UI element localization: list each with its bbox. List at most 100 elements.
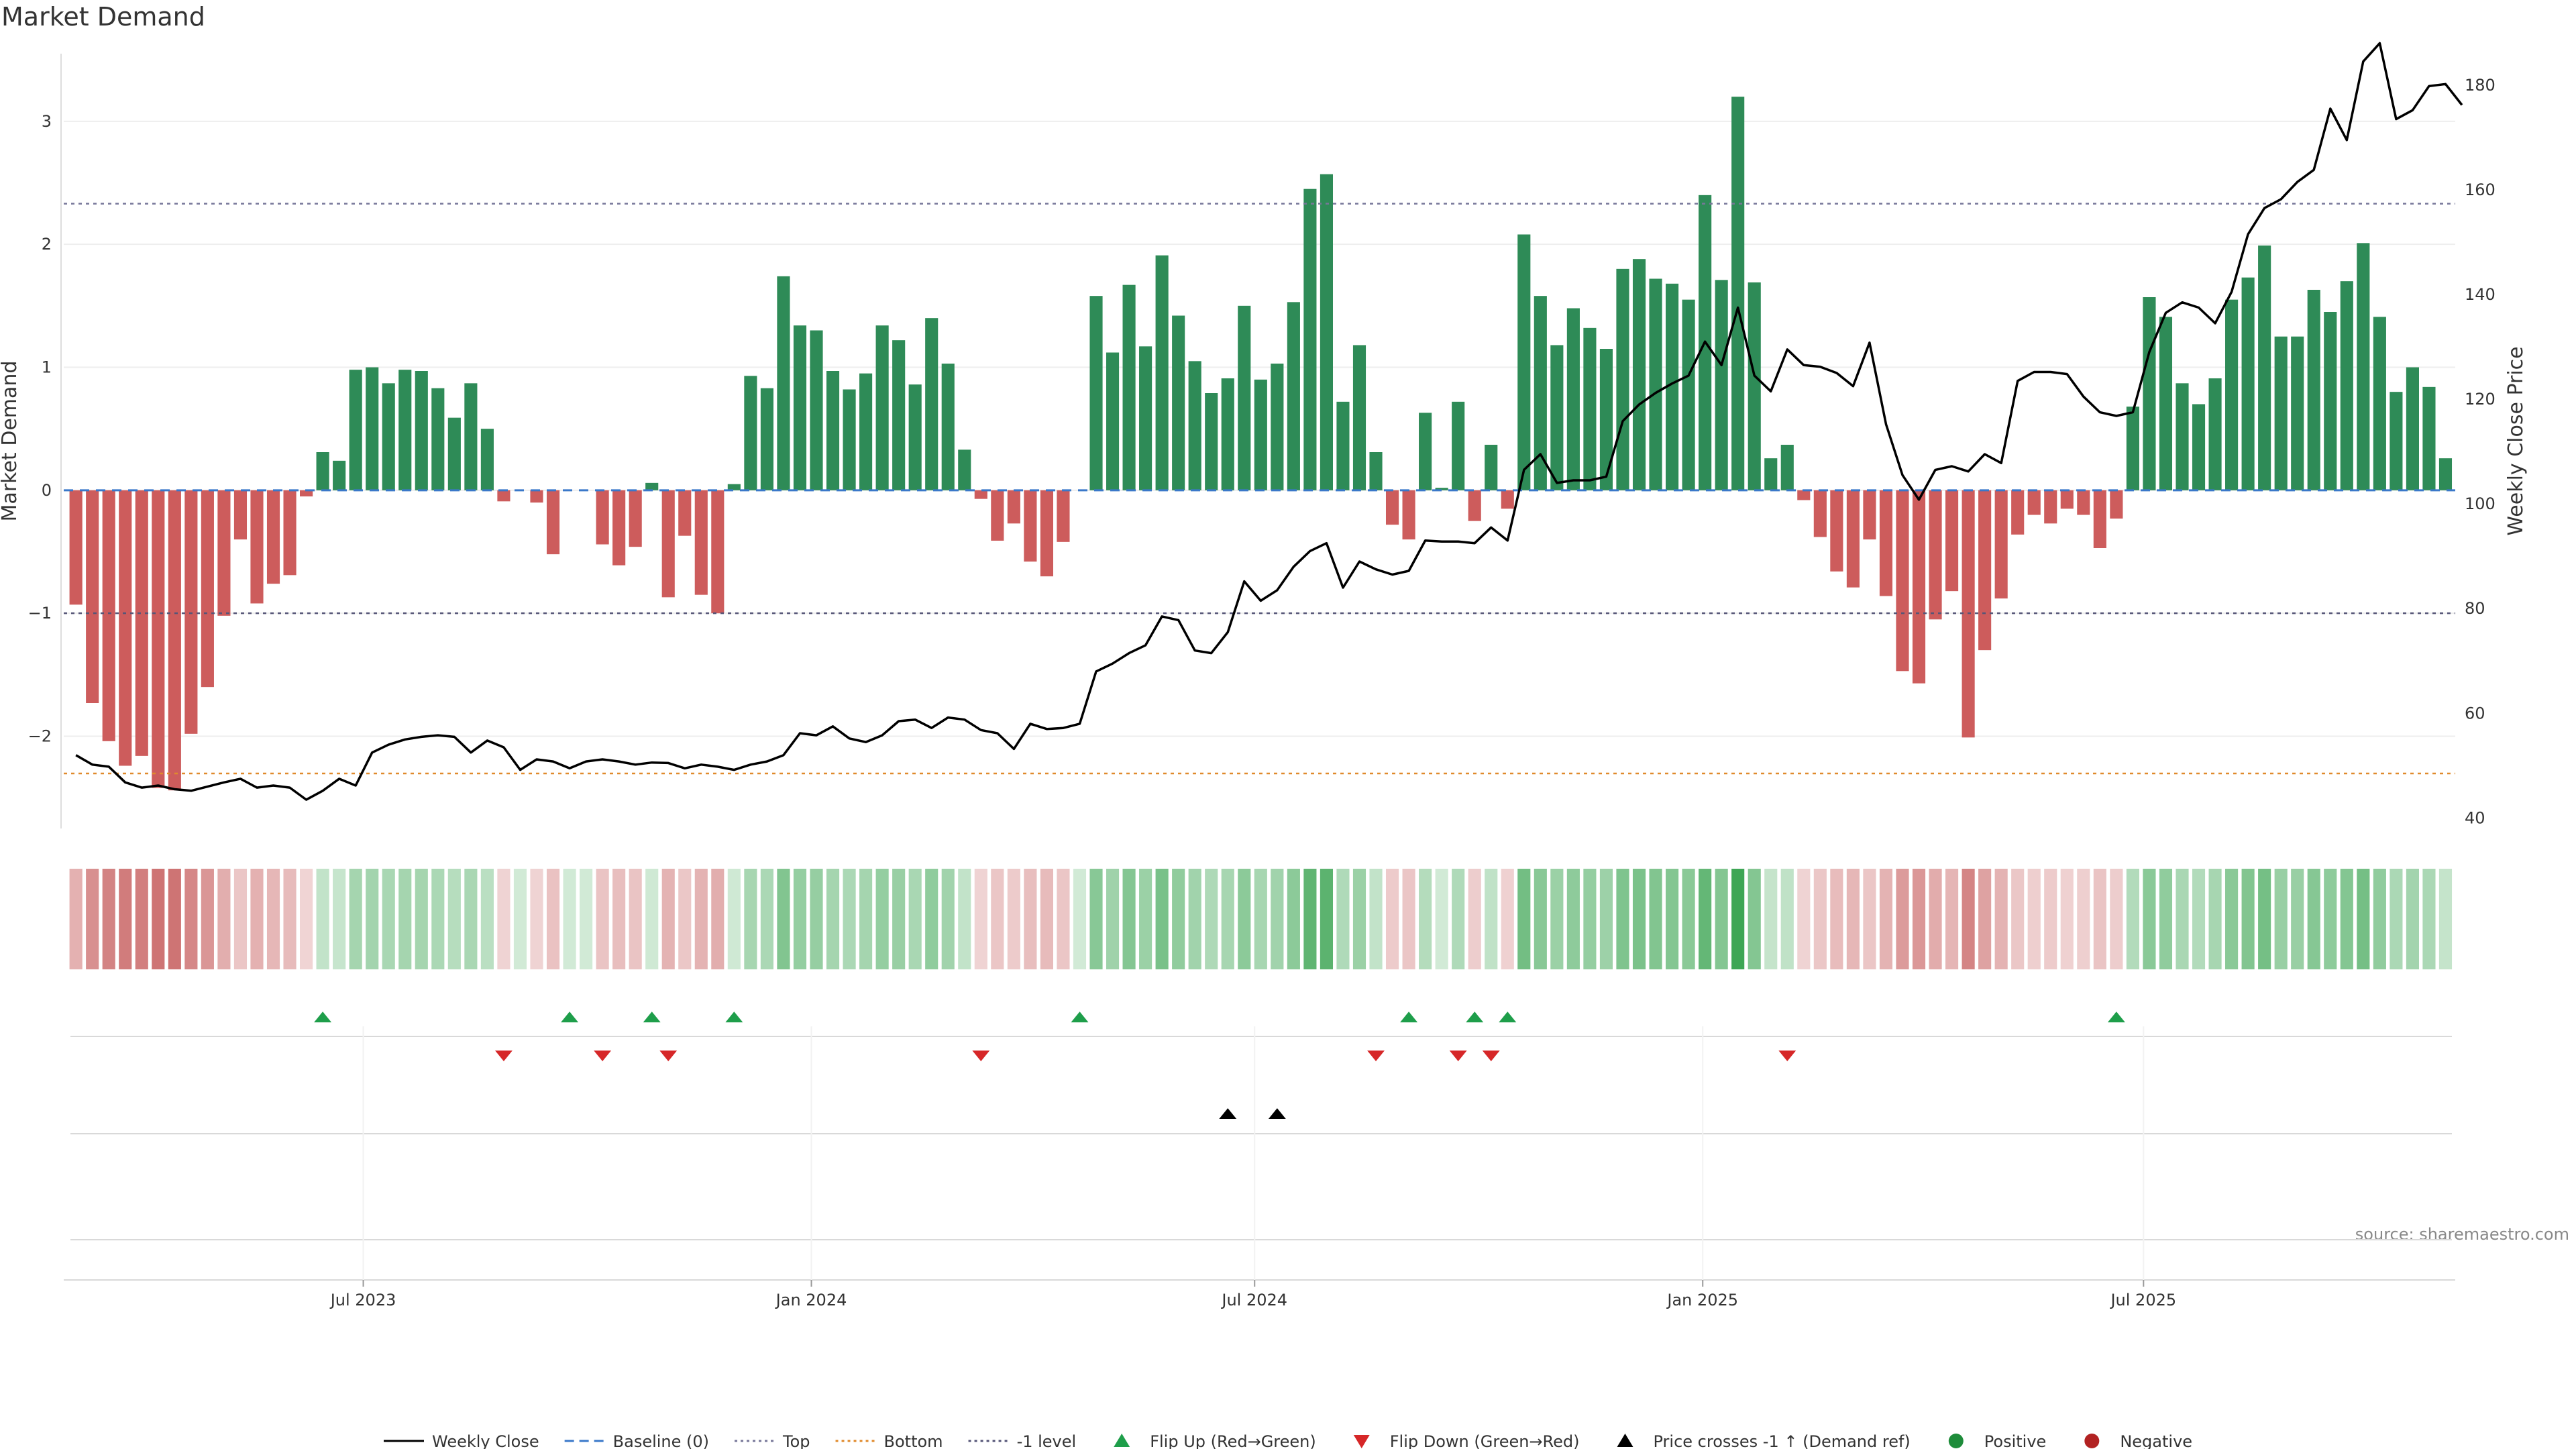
legend-label: -1 level xyxy=(1017,1432,1077,1449)
x-tick-label: Jul 2024 xyxy=(1220,1291,1287,1309)
demand-bar xyxy=(250,490,264,604)
heat-cell xyxy=(382,869,395,969)
heat-cell xyxy=(1089,869,1103,969)
heat-cell xyxy=(1435,869,1448,969)
demand-bar xyxy=(316,452,329,490)
heat-cell xyxy=(316,869,329,969)
demand-bar xyxy=(596,490,609,545)
heat-cell xyxy=(826,869,840,969)
demand-bar xyxy=(1320,174,1334,490)
legend-label: Baseline (0) xyxy=(613,1432,709,1449)
demand-bar xyxy=(2110,490,2123,519)
flip-up-marker xyxy=(1071,1012,1089,1022)
heat-cell xyxy=(1863,869,1876,969)
heat-cell xyxy=(2225,869,2239,969)
demand-bar xyxy=(2390,392,2403,490)
y-tick-label: 3 xyxy=(42,112,52,131)
heat-cell xyxy=(1122,869,1136,969)
demand-bar xyxy=(1468,490,1481,521)
heat-cell xyxy=(843,869,856,969)
heat-cell xyxy=(1205,869,1218,969)
demand-bar xyxy=(464,383,478,490)
heat-cell xyxy=(2027,869,2041,969)
demand-bar xyxy=(86,490,99,703)
demand-bar xyxy=(1764,458,1778,490)
demand-bar xyxy=(2011,490,2025,535)
y2-tick-label: 140 xyxy=(2465,285,2496,304)
demand-bar xyxy=(777,276,790,490)
flip-up-marker xyxy=(561,1012,579,1022)
y-tick-label: 0 xyxy=(42,481,52,500)
demand-bar xyxy=(1106,352,1120,490)
demand-bar xyxy=(1731,97,1745,490)
legend-swatch xyxy=(1617,1434,1633,1447)
demand-bar xyxy=(1402,490,1415,540)
demand-bar xyxy=(382,383,395,490)
heat-cell xyxy=(2143,869,2156,969)
heat-cell xyxy=(1188,869,1201,969)
demand-bar xyxy=(1024,490,1037,562)
heat-cell xyxy=(793,869,807,969)
demand-bar xyxy=(431,388,445,490)
demand-bar xyxy=(1139,346,1152,490)
demand-bar xyxy=(1978,490,1992,651)
heat-cell xyxy=(546,869,560,969)
demand-bar xyxy=(1566,308,1580,490)
heat-cell xyxy=(1978,869,1992,969)
heat-cell xyxy=(1040,869,1053,969)
heat-cell xyxy=(1846,869,1860,969)
demand-bar xyxy=(2176,383,2189,490)
heat-cell xyxy=(678,869,692,969)
heat-cell xyxy=(744,869,757,969)
legend-label: Flip Up (Red→Green) xyxy=(1150,1432,1316,1449)
heat-cell xyxy=(1155,869,1169,969)
legend-swatch xyxy=(1948,1434,1964,1448)
demand-bar xyxy=(1205,393,1218,490)
heat-cell xyxy=(2077,869,2090,969)
event-markers xyxy=(64,1012,2455,1281)
legend-row: Weekly Close Baseline (0) Top Bottom -1 leve… xyxy=(384,1432,2192,1449)
legend-item: Weekly Close xyxy=(384,1432,539,1449)
heat-cell xyxy=(612,869,626,969)
heat-cell xyxy=(1254,869,1267,969)
heat-cell xyxy=(1797,869,1811,969)
demand-bar xyxy=(629,490,642,547)
demand-bar xyxy=(1649,278,1662,490)
demand-bar xyxy=(645,482,659,490)
y2-tick-label: 180 xyxy=(2465,76,2496,95)
heat-cell xyxy=(958,869,971,969)
demand-bar xyxy=(1813,490,1827,537)
heat-cell xyxy=(2258,869,2271,969)
heat-cell xyxy=(1731,869,1745,969)
heat-cell xyxy=(1780,869,1794,969)
demand-bar xyxy=(2225,299,2239,490)
demand-bar xyxy=(398,370,412,490)
heat-cell xyxy=(925,869,938,969)
y2-tick-label: 60 xyxy=(2465,704,2485,722)
heat-cell xyxy=(464,869,478,969)
y2-tick-label: 80 xyxy=(2465,599,2485,618)
reference-lines xyxy=(64,203,2455,775)
demand-bar xyxy=(1336,401,1350,490)
legend-label: Top xyxy=(782,1432,810,1449)
legend-item: Flip Up (Red→Green) xyxy=(1114,1432,1316,1449)
legend-label: Negative xyxy=(2120,1432,2192,1449)
demand-bar xyxy=(2093,490,2106,548)
demand-bar xyxy=(2422,386,2436,490)
demand-bar xyxy=(1863,490,1876,540)
demand-bar xyxy=(1912,490,1926,684)
legend-swatch xyxy=(1353,1435,1370,1448)
demand-bar xyxy=(2340,281,2353,490)
demand-bar xyxy=(925,318,938,490)
y2-tick-label: 100 xyxy=(2465,494,2496,513)
flip-down-marker xyxy=(494,1051,513,1061)
demand-bar xyxy=(530,490,543,503)
demand-bar xyxy=(1550,345,1564,490)
demand-bar xyxy=(1172,315,1185,490)
demand-bar xyxy=(1122,284,1136,490)
price-cross-marker xyxy=(1268,1108,1286,1119)
price-line-layer xyxy=(75,42,2463,801)
heat-cell xyxy=(2176,869,2189,969)
demand-bar xyxy=(958,449,971,490)
